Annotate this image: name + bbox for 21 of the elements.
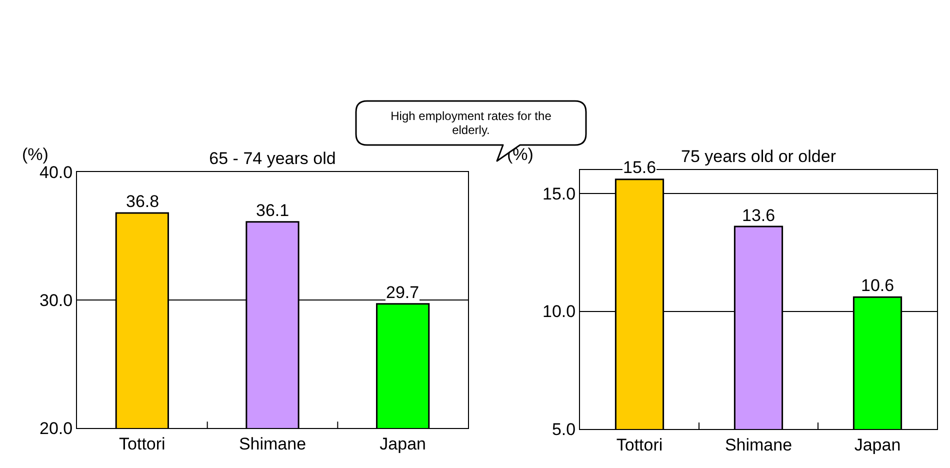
chart-title: 65 - 74 years old [209,149,336,168]
y-tick-label: 15.0 [542,184,576,204]
x-tick-label: Japan [380,434,426,454]
y-tick-label: 10.0 [542,302,576,322]
data-label: 15.6 [623,158,656,177]
data-label: 29.7 [386,283,420,302]
chart-title: 75 years old or older [681,147,836,166]
data-label: 10.6 [861,276,894,295]
y-tick-label: 20.0 [40,418,73,438]
x-tick-label: Tottori [616,435,663,454]
x-tick-label: Japan [854,435,901,454]
data-label: 13.6 [742,206,776,225]
y-tick-label: 30.0 [40,290,73,310]
y-tick-label: 40.0 [40,162,73,182]
x-tick-label: Tottori [119,434,166,454]
data-label: 36.8 [126,192,160,211]
x-tick-label: Shimane [238,434,306,454]
data-label: 36.1 [256,201,290,220]
y-axis-title: (%) [22,145,48,165]
x-tick-label: Shimane [724,435,792,454]
y-tick-label: 5.0 [552,420,576,439]
